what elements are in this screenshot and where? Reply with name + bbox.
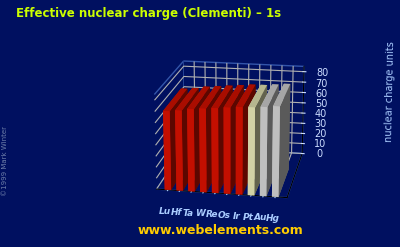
Text: Effective nuclear charge (Clementi) – 1s: Effective nuclear charge (Clementi) – 1s: [16, 7, 281, 21]
Text: www.webelements.com: www.webelements.com: [137, 224, 303, 237]
Text: ©1999 Mark Winter: ©1999 Mark Winter: [2, 125, 8, 196]
